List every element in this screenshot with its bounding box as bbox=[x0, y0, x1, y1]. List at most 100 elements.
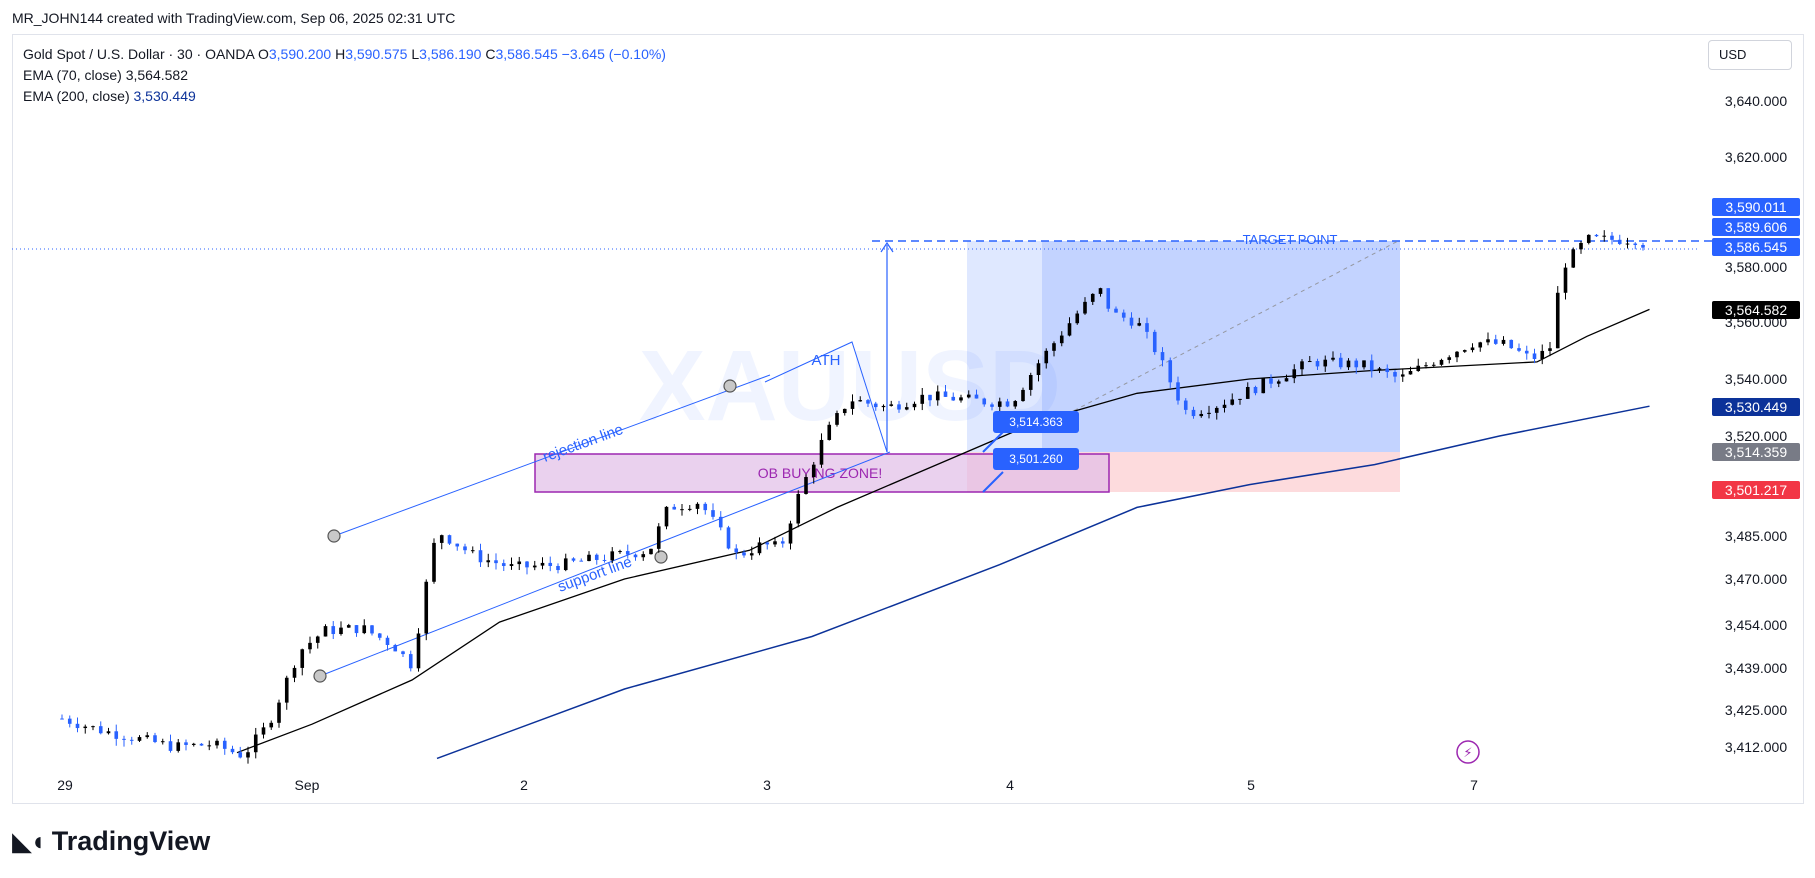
candle-body bbox=[951, 396, 956, 401]
candle-body bbox=[1571, 249, 1576, 268]
tradingview-logo[interactable]: ◣◖ TradingView bbox=[12, 826, 210, 856]
candle-body bbox=[625, 551, 630, 555]
candle-body bbox=[1021, 389, 1025, 402]
candle-body bbox=[974, 394, 979, 399]
candle-body bbox=[354, 625, 359, 634]
candle-body bbox=[1338, 357, 1343, 368]
candle-body bbox=[1617, 239, 1622, 244]
publisher-line: MR_JOHN144 created with TradingView.com,… bbox=[12, 10, 456, 26]
candle-body bbox=[455, 543, 460, 547]
candle-body bbox=[1114, 308, 1118, 313]
target-point-label: TARGET POINT bbox=[1243, 232, 1338, 247]
candle-body bbox=[1431, 364, 1436, 366]
candle-body bbox=[494, 560, 498, 564]
ema70-label: EMA (70, close) bbox=[23, 67, 122, 83]
candle-body bbox=[1253, 386, 1258, 394]
x-tick-label: 5 bbox=[1247, 777, 1255, 793]
price-tag-stop: 3,501.217 bbox=[1712, 481, 1800, 499]
candle-body bbox=[556, 565, 560, 571]
ema200-value: 3,530.449 bbox=[133, 88, 196, 104]
candle-body bbox=[424, 581, 429, 634]
candle-body bbox=[463, 546, 467, 551]
y-tick-label: 3,439.000 bbox=[1725, 660, 1787, 676]
ema70-value: 3,564.582 bbox=[125, 67, 189, 83]
candle-body bbox=[308, 642, 312, 650]
lightning-icon bbox=[1456, 740, 1480, 764]
candle-body bbox=[726, 527, 731, 549]
candle-body bbox=[1400, 374, 1405, 377]
candle-body bbox=[408, 654, 413, 669]
currency-button[interactable]: USD bbox=[1708, 40, 1792, 70]
ema200-row[interactable]: EMA (200, close) 3,530.449 bbox=[23, 86, 666, 107]
candle-body bbox=[1586, 234, 1591, 243]
candle-body bbox=[835, 413, 839, 425]
candle-body bbox=[153, 735, 157, 743]
candle-body bbox=[1377, 368, 1382, 371]
candle-body bbox=[571, 558, 576, 561]
candle-body bbox=[432, 542, 436, 582]
candle-body bbox=[920, 394, 925, 404]
candle-body bbox=[1493, 339, 1498, 344]
chart-frame[interactable] bbox=[12, 34, 1804, 804]
x-tick-label: 2 bbox=[520, 777, 528, 793]
ob-zone-label: OB BUYING ZONE! bbox=[758, 465, 882, 481]
candle-body bbox=[1137, 323, 1142, 326]
high-label: H bbox=[335, 46, 346, 62]
candle-body bbox=[610, 551, 615, 561]
candle-body bbox=[114, 731, 119, 739]
callout-upper-box bbox=[993, 411, 1079, 433]
ema70-row[interactable]: EMA (70, close) 3,564.582 bbox=[23, 65, 666, 86]
candle-body bbox=[253, 734, 258, 753]
candle-body bbox=[393, 644, 398, 652]
candle-body bbox=[1563, 267, 1568, 293]
candle-body bbox=[1594, 234, 1599, 237]
anchor-point-1 bbox=[313, 669, 327, 683]
candle-body bbox=[1331, 357, 1335, 360]
callout-lower-pointer bbox=[982, 471, 1004, 493]
candle-body bbox=[1362, 360, 1366, 368]
candle-body bbox=[1230, 399, 1235, 405]
candle-body bbox=[904, 407, 909, 410]
candle-body bbox=[873, 403, 878, 408]
candle-body bbox=[765, 542, 770, 545]
candle-body bbox=[215, 740, 219, 746]
anchor-point-2 bbox=[654, 550, 668, 564]
candle-body bbox=[486, 560, 491, 563]
candle-body bbox=[385, 637, 390, 645]
candle-body bbox=[687, 508, 692, 510]
candle-body bbox=[98, 726, 103, 734]
candle-body bbox=[1292, 369, 1297, 379]
candle-body bbox=[168, 741, 173, 751]
candle-body bbox=[67, 718, 72, 724]
candle-body bbox=[773, 541, 777, 545]
candle-body bbox=[176, 742, 181, 751]
y-tick-label: 3,640.000 bbox=[1725, 93, 1787, 109]
y-tick-label: 3,454.000 bbox=[1725, 617, 1787, 633]
candle-body bbox=[997, 401, 1002, 407]
candle-body bbox=[587, 554, 591, 562]
candle-body bbox=[261, 727, 266, 735]
position-target-box bbox=[1042, 241, 1400, 452]
candle-body bbox=[1486, 339, 1490, 343]
candle-body bbox=[935, 391, 940, 401]
candle-body bbox=[1176, 382, 1180, 401]
candle-body bbox=[1121, 312, 1126, 318]
candle-body bbox=[1524, 350, 1529, 354]
candle-body bbox=[1509, 339, 1514, 349]
symbol-label[interactable]: Gold Spot / U.S. Dollar · 30 · OANDA bbox=[23, 46, 255, 62]
price-tag-mid: 3,589.606 bbox=[1712, 218, 1800, 236]
candle-body bbox=[703, 503, 708, 511]
candle-body bbox=[1052, 343, 1056, 351]
x-tick-label: 29 bbox=[57, 777, 73, 793]
candle-body bbox=[1346, 360, 1351, 368]
candle-body bbox=[370, 625, 374, 634]
candle-body bbox=[819, 439, 824, 465]
candle-body bbox=[881, 405, 886, 408]
candle-body bbox=[1284, 378, 1289, 382]
candle-body bbox=[540, 562, 545, 566]
candle-body bbox=[277, 702, 281, 723]
y-tick-label: 3,412.000 bbox=[1725, 739, 1787, 755]
candle-body bbox=[757, 542, 762, 554]
candle-body bbox=[1160, 352, 1165, 361]
